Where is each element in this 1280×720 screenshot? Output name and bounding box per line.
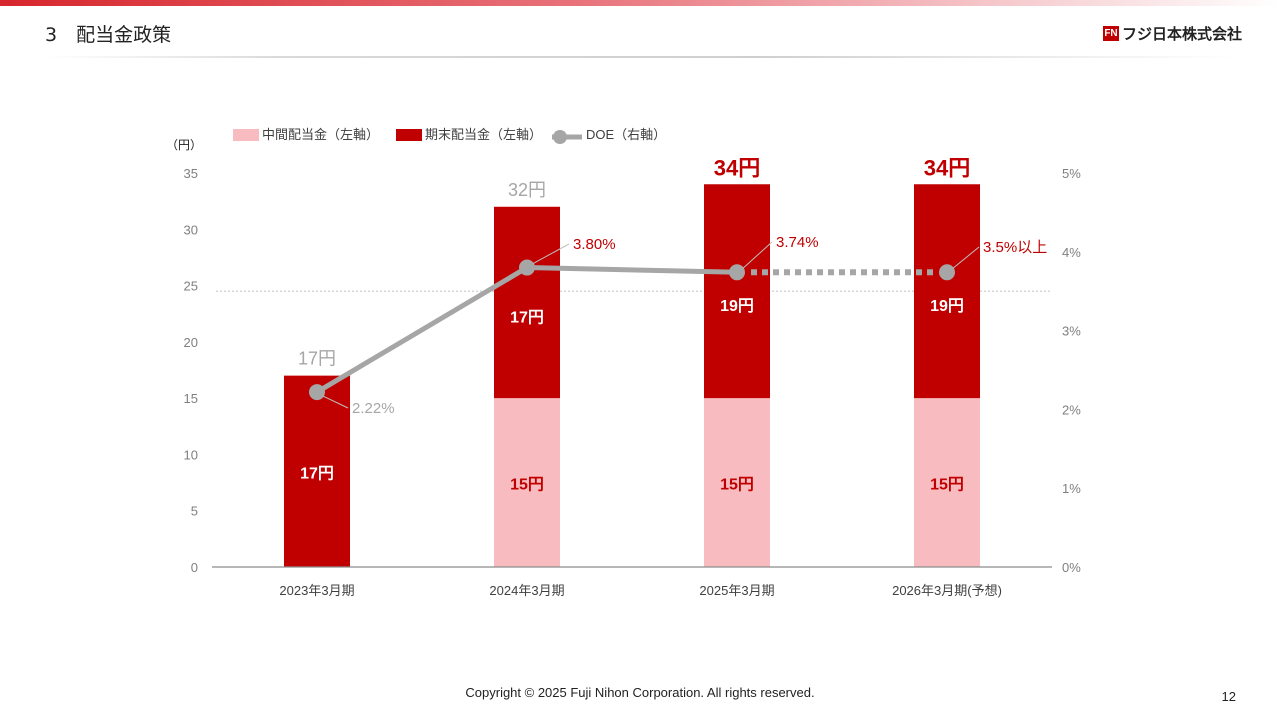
bar-label-final: 19円 <box>930 297 964 315</box>
x-axis-category-label: 2024年3月期 <box>489 583 564 598</box>
company-logo: FN フジ日本株式会社 <box>1102 23 1242 44</box>
doe-value-label: 2.22% <box>352 400 395 417</box>
doe-leader-line <box>532 243 570 264</box>
bar-final-dividend <box>494 206 560 399</box>
total-dividend-label: 34円 <box>924 155 970 180</box>
legend-swatch-doe-point <box>553 130 567 144</box>
page-title: 3 配当金政策 <box>45 24 172 46</box>
header-accent-bar <box>0 0 1280 6</box>
doe-point <box>309 384 325 401</box>
x-axis-category-label: 2023年3月期 <box>279 583 354 598</box>
bar-final-dividend <box>704 184 770 399</box>
bar-label-interim: 15円 <box>510 476 544 494</box>
doe-leader-line <box>952 246 980 269</box>
doe-point <box>729 264 745 281</box>
copyright-footer: Copyright © 2025 Fuji Nihon Corporation.… <box>465 685 815 700</box>
x-axis-category-label: 2026年3月期(予想) <box>892 583 1002 598</box>
legend-label-interim: 中間配当金（左軸） <box>262 127 379 142</box>
bar-label-interim: 15円 <box>720 476 754 494</box>
doe-point <box>939 264 955 281</box>
legend-swatch-final <box>396 129 422 141</box>
doe-value-label: 3.80% <box>573 236 616 253</box>
bar-interim-dividend <box>704 398 770 567</box>
bar-label-interim: 15円 <box>930 476 964 494</box>
legend-swatch-interim <box>233 129 259 141</box>
total-dividend-label: 17円 <box>298 349 336 369</box>
right-axis-tick: 2% <box>1062 402 1081 417</box>
left-axis-tick: 20 <box>184 335 198 350</box>
right-axis-tick: 1% <box>1062 481 1081 496</box>
logo-mark-icon: FN <box>1102 26 1119 41</box>
left-axis-tick: 10 <box>184 447 198 462</box>
legend-label-final: 期末配当金（左軸） <box>425 127 542 142</box>
right-axis-tick: 3% <box>1062 324 1081 339</box>
left-axis-tick: 30 <box>184 222 198 237</box>
left-axis-tick: 35 <box>184 166 198 181</box>
doe-leader-line <box>322 395 349 409</box>
legend-label-doe: DOE（右軸） <box>586 127 666 142</box>
title-divider <box>45 56 1235 58</box>
total-dividend-label: 32円 <box>508 180 546 200</box>
x-axis-category-label: 2025年3月期 <box>699 583 774 598</box>
logo-text: フジ日本株式会社 <box>1121 25 1242 43</box>
doe-value-label: 3.74% <box>776 234 819 251</box>
left-axis-label: （円） <box>166 138 202 152</box>
left-axis-tick: 5 <box>191 504 198 519</box>
page-number: 12 <box>1221 689 1236 704</box>
total-dividend-label: 34円 <box>714 155 760 180</box>
bar-label-final: 19円 <box>720 297 754 315</box>
left-axis-tick: 15 <box>184 391 198 406</box>
bar-interim-dividend <box>494 398 560 567</box>
bar-final-dividend <box>914 184 980 399</box>
bar-final-dividend <box>284 375 350 567</box>
right-axis-tick: 0% <box>1062 560 1081 575</box>
left-axis-tick: 0 <box>191 560 198 575</box>
left-axis-tick: 25 <box>184 279 198 294</box>
bar-label-final: 17円 <box>300 464 334 482</box>
bar-interim-dividend <box>914 398 980 567</box>
bar-label-final: 17円 <box>510 308 544 326</box>
right-axis-tick: 4% <box>1062 245 1081 260</box>
right-axis-tick: 5% <box>1062 166 1081 181</box>
doe-value-label: 3.5%以上 <box>983 239 1047 256</box>
doe-leader-line <box>742 241 773 269</box>
doe-point <box>519 259 535 276</box>
